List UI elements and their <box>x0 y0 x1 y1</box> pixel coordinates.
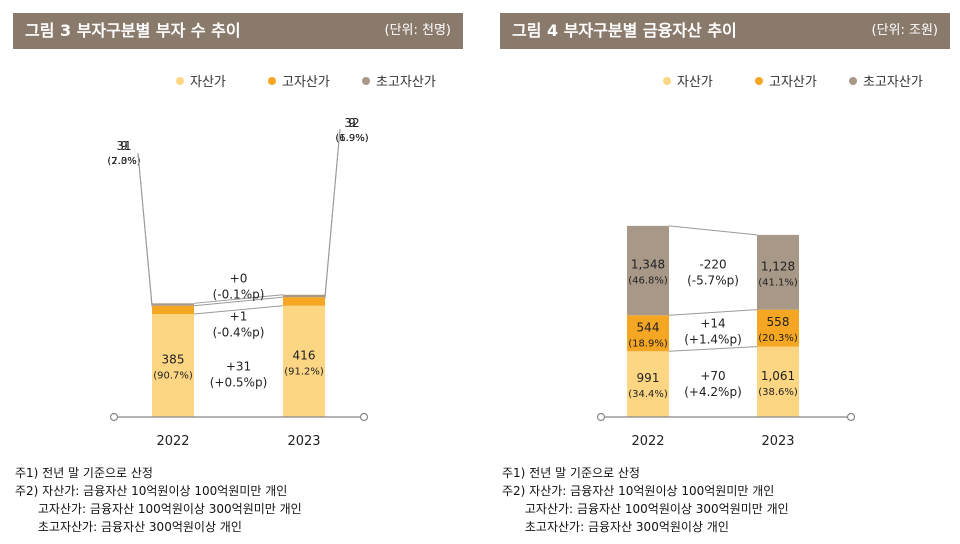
figure-4-title: 그림 4 부자구분별 금융자산 추이 <box>512 21 737 40</box>
data-share-1-0: (91.2%) <box>284 366 324 377</box>
change-share-2: (-0.1%p) <box>213 287 265 301</box>
bar-2022-0 <box>152 314 194 417</box>
change-label-2: -220 <box>699 257 726 271</box>
connector-line-2 <box>668 225 758 236</box>
x-tick-label-0: 2022 <box>631 434 664 449</box>
bar-2023-1 <box>283 297 325 306</box>
data-share-1-2: (41.1%) <box>758 277 798 288</box>
change-share-2: (-5.7%p) <box>687 273 739 287</box>
connector-line-1 <box>668 309 758 316</box>
axis-end-right <box>359 412 369 422</box>
data-label-0-2: 9 <box>120 139 128 153</box>
note-line: 주2) 자산가: 금융자산 10억원이상 100억원미만 개인 <box>15 484 288 498</box>
data-share-1-2: (1.9%) <box>335 133 368 144</box>
legend-label-1: 고자산가 <box>282 75 330 90</box>
data-label-0-0: 991 <box>637 371 660 385</box>
x-tick-label-0: 2022 <box>156 434 189 449</box>
figure-3-notes: 주1) 전년 말 기준으로 산정 주2) 자산가: 금융자산 10억원이상 10… <box>15 464 302 536</box>
data-share-0-0: (90.7%) <box>153 371 193 382</box>
data-label-0-1: 544 <box>637 320 660 334</box>
figure-3-panel: 그림 3 부자구분별 부자 수 추이 (단위: 천명) 자산가 고자산가 초고자산가… <box>0 0 468 544</box>
bar-2023-2 <box>283 294 325 298</box>
data-label-1-1: 558 <box>767 315 790 329</box>
change-label-0: +70 <box>700 369 725 383</box>
data-share-0-1: (18.9%) <box>628 338 668 349</box>
change-share-1: (-0.4%p) <box>213 326 265 340</box>
bar-2022-2 <box>152 303 194 306</box>
legend-swatch-1 <box>755 77 763 85</box>
note-line: 초고자산가: 금융자산 300억원이상 개인 <box>15 520 242 534</box>
legend-label-2: 초고자산가 <box>376 75 436 90</box>
change-share-0: (+4.2%p) <box>684 385 742 399</box>
bar-2023-2 <box>757 234 799 310</box>
figure-3-header: 그림 3 부자구분별 부자 수 추이 (단위: 천명) <box>13 13 463 49</box>
axis-end-left <box>596 412 606 422</box>
figure-4-chart: 자산가 고자산가 초고자산가 2022 2023 991 (34.4%) 544 (18.9%)… <box>596 75 923 449</box>
note-line: 주2) 자산가: 금융자산 10억원이상 100억원미만 개인 <box>502 484 775 498</box>
data-share-1-1: (20.3%) <box>758 333 798 344</box>
axis-end-right <box>846 412 856 422</box>
note-line: 고자산가: 금융자산 100억원이상 300억원미만 개인 <box>502 502 789 516</box>
legend-label-2: 초고자산가 <box>863 75 923 90</box>
legend-swatch-1 <box>268 77 276 85</box>
change-label-1: +14 <box>700 317 725 331</box>
data-label-0-0: 385 <box>162 353 185 367</box>
data-share-0-1: (7.3%) <box>107 156 140 167</box>
data-share-1-0: (38.6%) <box>758 387 798 398</box>
change-label-0: +31 <box>226 360 251 374</box>
data-label-1-0: 416 <box>293 348 316 362</box>
note-line: 초고자산가: 금융자산 300억원이상 개인 <box>502 520 729 534</box>
connector-line-0 <box>668 346 758 352</box>
figure-4-panel: 그림 4 부자구분별 금융자산 추이 (단위: 조원) 자산가 고자산가 초고자산가… <box>487 0 955 544</box>
figure-3-title: 그림 3 부자구분별 부자 수 추이 <box>25 21 241 40</box>
label-leader-0 <box>137 152 153 305</box>
figure-3-chart: 자산가 고자산가 초고자산가 2022 2023 385 (90.7%) 31 (7.3%) 9 (… <box>107 75 436 449</box>
data-label-0-2: 1,348 <box>631 258 665 272</box>
data-share-1-1: (6.9%) <box>335 133 368 144</box>
data-label-1-2: 1,128 <box>761 259 795 273</box>
legend-label-0: 자산가 <box>677 75 713 90</box>
legend-swatch-2 <box>362 77 370 85</box>
data-share-0-2: (2.0%) <box>107 156 140 167</box>
change-label-1: +1 <box>230 310 248 324</box>
legend-label-1: 고자산가 <box>769 75 817 90</box>
change-share-0: (+0.5%p) <box>210 376 268 390</box>
note-line: 주1) 전년 말 기준으로 산정 <box>502 466 640 480</box>
data-label-1-1: 32 <box>344 116 359 130</box>
bar-2023-0 <box>283 305 325 417</box>
figure-3-unit: (단위: 천명) <box>384 23 452 38</box>
legend-label-0: 자산가 <box>190 75 226 90</box>
data-label-0-1: 31 <box>116 139 131 153</box>
legend-swatch-2 <box>849 77 857 85</box>
figure-4-notes: 주1) 전년 말 기준으로 산정 주2) 자산가: 금융자산 10억원이상 10… <box>502 464 789 536</box>
note-line: 주1) 전년 말 기준으로 산정 <box>15 466 153 480</box>
change-share-1: (+1.4%p) <box>684 333 742 347</box>
label-leader-1 <box>324 128 341 296</box>
figure-4-unit: (단위: 조원) <box>871 23 939 38</box>
data-share-0-0: (34.4%) <box>628 389 668 400</box>
legend-swatch-0 <box>663 77 671 85</box>
data-label-1-2: 9 <box>348 116 356 130</box>
connector-line-0 <box>193 305 284 315</box>
bar-2022-0 <box>627 351 669 417</box>
bar-2022-1 <box>152 305 194 315</box>
figure-4-header: 그림 4 부자구분별 금융자산 추이 (단위: 조원) <box>500 13 950 49</box>
data-label-1-0: 1,061 <box>761 369 795 383</box>
x-tick-label-1: 2023 <box>761 434 794 449</box>
change-label-2: +0 <box>230 271 248 285</box>
bar-2023-1 <box>757 309 799 347</box>
bar-2023-0 <box>757 346 799 417</box>
legend-swatch-0 <box>176 77 184 85</box>
bar-2022-2 <box>627 225 669 316</box>
connector-line-2 <box>193 294 284 304</box>
x-tick-label-1: 2023 <box>287 434 320 449</box>
note-line: 고자산가: 금융자산 100억원이상 300억원미만 개인 <box>15 502 302 516</box>
connector-line-1 <box>193 296 284 307</box>
axis-end-left <box>109 412 119 422</box>
data-share-0-2: (46.8%) <box>628 276 668 287</box>
bar-2022-1 <box>627 315 669 352</box>
